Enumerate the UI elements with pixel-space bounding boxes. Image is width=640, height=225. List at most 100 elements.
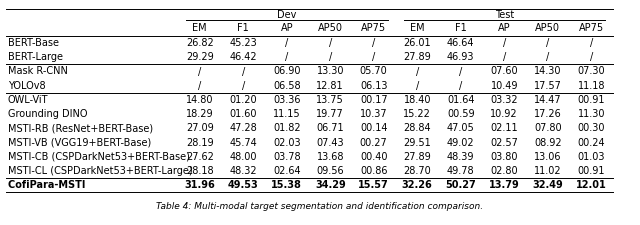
- Text: 00.91: 00.91: [577, 95, 605, 105]
- Text: 45.23: 45.23: [229, 38, 257, 48]
- Text: 02.80: 02.80: [490, 166, 518, 176]
- Text: 13.68: 13.68: [317, 152, 344, 162]
- Text: 47.28: 47.28: [229, 123, 257, 133]
- Text: OWL-ViT: OWL-ViT: [8, 95, 49, 105]
- Text: 07.30: 07.30: [577, 67, 605, 76]
- Text: 13.75: 13.75: [316, 95, 344, 105]
- Text: /: /: [546, 38, 549, 48]
- Text: /: /: [372, 38, 376, 48]
- Text: CofiPara-​MSTI: CofiPara-​MSTI: [8, 180, 85, 190]
- Text: /: /: [415, 81, 419, 91]
- Text: AP50: AP50: [317, 22, 343, 33]
- Text: 10.37: 10.37: [360, 109, 388, 119]
- Text: 00.86: 00.86: [360, 166, 387, 176]
- Text: 11.18: 11.18: [577, 81, 605, 91]
- Text: /: /: [459, 67, 462, 76]
- Text: 10.49: 10.49: [490, 81, 518, 91]
- Text: 03.80: 03.80: [490, 152, 518, 162]
- Text: 27.89: 27.89: [403, 52, 431, 62]
- Text: 48.32: 48.32: [229, 166, 257, 176]
- Text: 47.05: 47.05: [447, 123, 475, 133]
- Text: 15.22: 15.22: [403, 109, 431, 119]
- Text: 27.89: 27.89: [403, 152, 431, 162]
- Text: 14.30: 14.30: [534, 67, 561, 76]
- Text: 19.77: 19.77: [316, 109, 344, 119]
- Text: 07.80: 07.80: [534, 123, 561, 133]
- Text: 02.64: 02.64: [273, 166, 301, 176]
- Text: 11.15: 11.15: [273, 109, 301, 119]
- Text: 27.09: 27.09: [186, 123, 214, 133]
- Text: /: /: [198, 67, 202, 76]
- Text: 32.49: 32.49: [532, 180, 563, 190]
- Text: /: /: [242, 81, 245, 91]
- Text: 28.84: 28.84: [403, 123, 431, 133]
- Text: 28.18: 28.18: [186, 166, 214, 176]
- Text: 46.42: 46.42: [229, 52, 257, 62]
- Text: 49.53: 49.53: [228, 180, 259, 190]
- Text: 26.01: 26.01: [403, 38, 431, 48]
- Text: 26.82: 26.82: [186, 38, 214, 48]
- Text: Test: Test: [495, 10, 514, 20]
- Text: 03.32: 03.32: [490, 95, 518, 105]
- Text: 12.81: 12.81: [316, 81, 344, 91]
- Text: 05.70: 05.70: [360, 67, 388, 76]
- Text: 14.47: 14.47: [534, 95, 561, 105]
- Text: 29.51: 29.51: [403, 137, 431, 148]
- Text: /: /: [589, 52, 593, 62]
- Text: 28.70: 28.70: [403, 166, 431, 176]
- Text: 18.29: 18.29: [186, 109, 214, 119]
- Text: 32.26: 32.26: [402, 180, 433, 190]
- Text: AP75: AP75: [579, 22, 604, 33]
- Text: 13.06: 13.06: [534, 152, 561, 162]
- Text: /: /: [415, 67, 419, 76]
- Text: 01.64: 01.64: [447, 95, 474, 105]
- Text: 06.90: 06.90: [273, 67, 301, 76]
- Text: 12.01: 12.01: [576, 180, 607, 190]
- Text: 00.24: 00.24: [577, 137, 605, 148]
- Text: 46.93: 46.93: [447, 52, 474, 62]
- Text: 00.59: 00.59: [447, 109, 475, 119]
- Text: 01.20: 01.20: [229, 95, 257, 105]
- Text: /: /: [285, 52, 289, 62]
- Text: 00.40: 00.40: [360, 152, 387, 162]
- Text: /: /: [502, 38, 506, 48]
- Text: 09.56: 09.56: [316, 166, 344, 176]
- Text: YOLOv8: YOLOv8: [8, 81, 45, 91]
- Text: MSTI-CB (CSPDarkNet53+BERT-Base): MSTI-CB (CSPDarkNet53+BERT-Base): [8, 152, 190, 162]
- Text: 01.60: 01.60: [230, 109, 257, 119]
- Text: 11.02: 11.02: [534, 166, 561, 176]
- Text: BERT-Base: BERT-Base: [8, 38, 59, 48]
- Text: 00.30: 00.30: [577, 123, 605, 133]
- Text: MSTI-CL (CSPDarkNet53+BERT-Large): MSTI-CL (CSPDarkNet53+BERT-Large): [8, 166, 193, 176]
- Text: 07.60: 07.60: [490, 67, 518, 76]
- Text: F1: F1: [237, 22, 249, 33]
- Text: /: /: [502, 52, 506, 62]
- Text: 06.58: 06.58: [273, 81, 301, 91]
- Text: Mask R-CNN: Mask R-CNN: [8, 67, 68, 76]
- Text: 49.78: 49.78: [447, 166, 475, 176]
- Text: 17.57: 17.57: [534, 81, 562, 91]
- Text: AP50: AP50: [535, 22, 560, 33]
- Text: 15.57: 15.57: [358, 180, 389, 190]
- Text: 02.11: 02.11: [490, 123, 518, 133]
- Text: 10.92: 10.92: [490, 109, 518, 119]
- Text: 06.13: 06.13: [360, 81, 387, 91]
- Text: /: /: [589, 38, 593, 48]
- Text: Dev: Dev: [277, 10, 296, 20]
- Text: AP75: AP75: [361, 22, 387, 33]
- Text: 01.82: 01.82: [273, 123, 301, 133]
- Text: MSTI-RB (ResNet+BERT-Base): MSTI-RB (ResNet+BERT-Base): [8, 123, 153, 133]
- Text: 00.17: 00.17: [360, 95, 388, 105]
- Text: 48.39: 48.39: [447, 152, 474, 162]
- Text: 45.74: 45.74: [229, 137, 257, 148]
- Text: 02.03: 02.03: [273, 137, 301, 148]
- Text: /: /: [198, 81, 202, 91]
- Text: /: /: [242, 67, 245, 76]
- Text: /: /: [328, 38, 332, 48]
- Text: /: /: [328, 52, 332, 62]
- Text: 13.30: 13.30: [317, 67, 344, 76]
- Text: 34.29: 34.29: [315, 180, 346, 190]
- Text: 27.62: 27.62: [186, 152, 214, 162]
- Text: 06.71: 06.71: [316, 123, 344, 133]
- Text: 29.29: 29.29: [186, 52, 214, 62]
